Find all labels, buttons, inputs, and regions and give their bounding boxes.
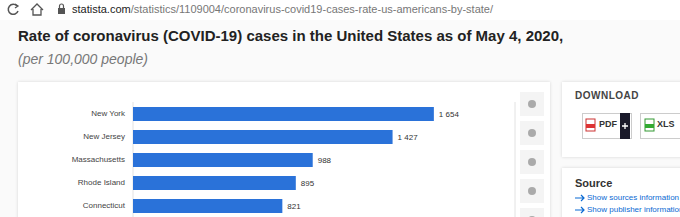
- html-text:(per 100,000 people): (per 100,000 people): [18, 51, 148, 67]
- svg-text:Rhode Island: Rhode Island: [78, 178, 125, 187]
- svg-text:New Jersey: New Jersey: [83, 132, 125, 141]
- svg-text:Massachusetts: Massachusetts: [72, 155, 125, 164]
- svg-text:1 427: 1 427: [398, 133, 419, 142]
- html-text:statista.com /statistics/11090: statista.com /statistics/1109004/coronav…: [72, 3, 493, 15]
- svg-text:895: 895: [301, 179, 315, 188]
- html-text:Rate of coronavirus (COVID-19): Rate of coronavirus (COVID-19) cases in …: [18, 27, 564, 44]
- html-text:Source: Source: [575, 177, 613, 189]
- svg-text:1 654: 1 654: [439, 110, 460, 119]
- svg-text:Connecticut: Connecticut: [83, 201, 126, 210]
- svg-text:988: 988: [318, 156, 332, 165]
- html-text:Show sources information: Show sources information: [587, 193, 679, 202]
- svg-text:New York: New York: [91, 109, 126, 118]
- svg-text:821: 821: [287, 202, 301, 211]
- html-text:XLS: XLS: [657, 119, 675, 129]
- html-text:PDF: PDF: [599, 119, 617, 129]
- html-text:DOWNLOAD: DOWNLOAD: [575, 90, 639, 101]
